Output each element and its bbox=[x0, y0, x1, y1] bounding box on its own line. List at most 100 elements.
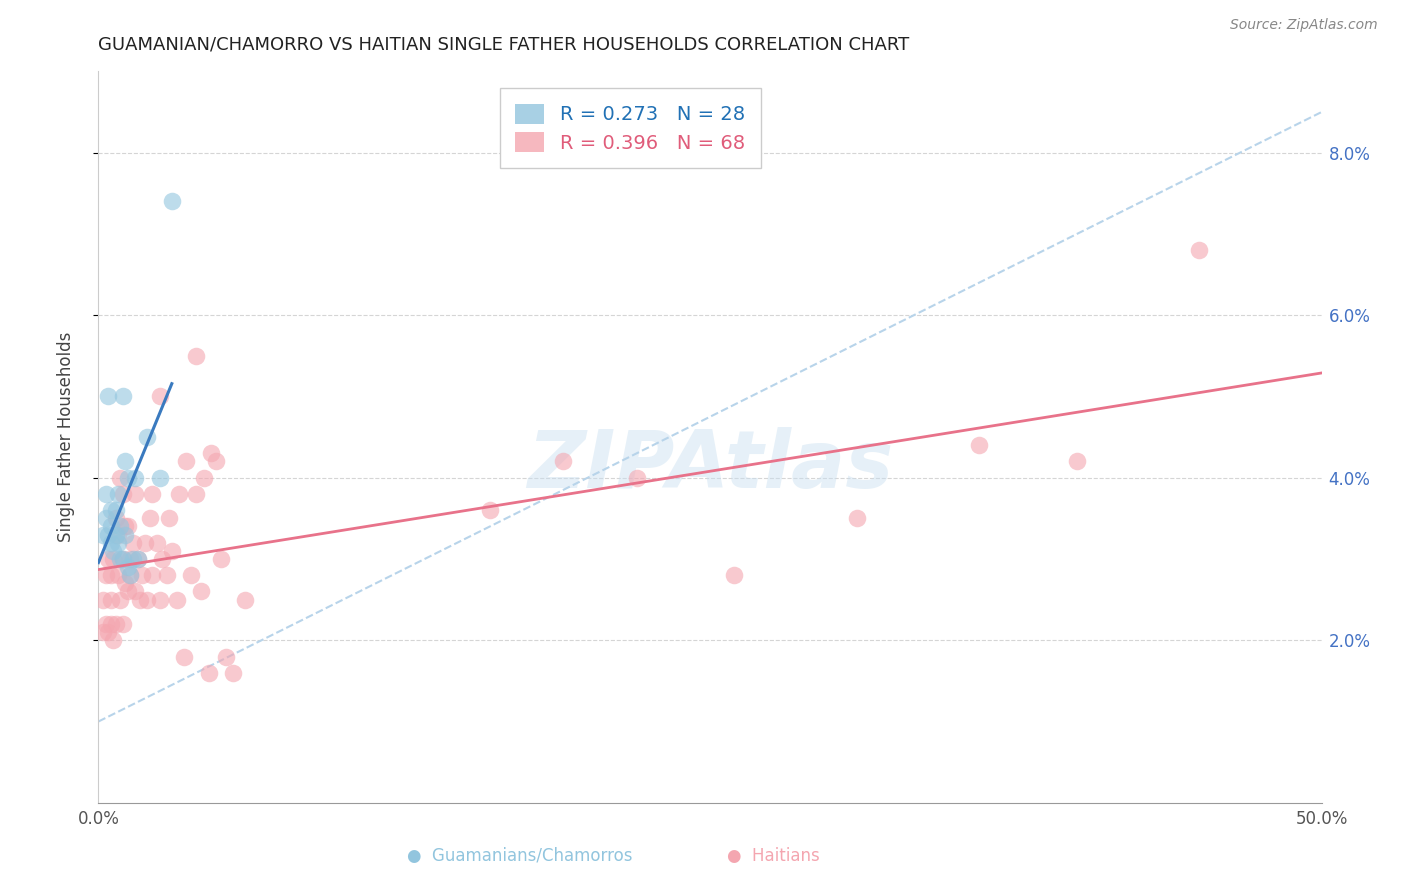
Point bbox=[114, 519, 136, 533]
Point bbox=[136, 592, 159, 607]
Point bbox=[117, 471, 139, 485]
Point bbox=[94, 487, 117, 501]
Point bbox=[157, 511, 180, 525]
Point bbox=[117, 584, 139, 599]
Point bbox=[100, 568, 122, 582]
Point bbox=[107, 487, 129, 501]
Point bbox=[149, 592, 172, 607]
Point bbox=[845, 511, 868, 525]
Point bbox=[91, 527, 114, 541]
Point bbox=[1066, 454, 1088, 468]
Point bbox=[150, 552, 173, 566]
Point bbox=[97, 625, 120, 640]
Point bbox=[100, 617, 122, 632]
Point bbox=[197, 665, 219, 680]
Point bbox=[233, 592, 256, 607]
Point bbox=[156, 568, 179, 582]
Point bbox=[104, 511, 127, 525]
Point bbox=[1188, 243, 1211, 257]
Point bbox=[553, 454, 575, 468]
Point bbox=[104, 617, 127, 632]
Point bbox=[100, 503, 122, 517]
Point bbox=[124, 487, 146, 501]
Point bbox=[104, 503, 127, 517]
Point bbox=[91, 625, 114, 640]
Point bbox=[166, 592, 188, 607]
Point bbox=[723, 568, 745, 582]
Point bbox=[214, 649, 236, 664]
Point bbox=[139, 511, 162, 525]
Point bbox=[131, 568, 153, 582]
Point bbox=[149, 471, 172, 485]
Point bbox=[97, 389, 120, 403]
Point bbox=[121, 535, 143, 549]
Point bbox=[111, 487, 134, 501]
Point bbox=[110, 592, 132, 607]
Point bbox=[91, 592, 114, 607]
Point bbox=[626, 471, 648, 485]
Point bbox=[107, 527, 129, 541]
Point bbox=[160, 194, 183, 209]
Point bbox=[186, 349, 208, 363]
Point bbox=[100, 519, 122, 533]
Point bbox=[97, 552, 120, 566]
Point bbox=[117, 560, 139, 574]
Point bbox=[180, 568, 202, 582]
Point bbox=[193, 471, 215, 485]
Point bbox=[110, 519, 132, 533]
Point bbox=[167, 487, 190, 501]
Point bbox=[101, 633, 124, 648]
Point bbox=[114, 527, 136, 541]
Point bbox=[176, 454, 198, 468]
Point bbox=[114, 454, 136, 468]
Point bbox=[209, 552, 232, 566]
Text: ●  Haitians: ● Haitians bbox=[727, 847, 820, 865]
Point bbox=[107, 535, 129, 549]
Point bbox=[160, 544, 183, 558]
Point bbox=[110, 471, 132, 485]
Point bbox=[124, 584, 146, 599]
Point bbox=[97, 527, 120, 541]
Point bbox=[136, 430, 159, 444]
Point bbox=[100, 535, 122, 549]
Legend: R = 0.273   N = 28, R = 0.396   N = 68: R = 0.273 N = 28, R = 0.396 N = 68 bbox=[499, 88, 761, 169]
Point bbox=[186, 487, 208, 501]
Point bbox=[134, 535, 156, 549]
Point bbox=[117, 519, 139, 533]
Y-axis label: Single Father Households: Single Father Households bbox=[56, 332, 75, 542]
Text: ●  Guamanians/Chamorros: ● Guamanians/Chamorros bbox=[408, 847, 633, 865]
Point bbox=[200, 446, 222, 460]
Point bbox=[146, 535, 169, 549]
Point bbox=[94, 568, 117, 582]
Point bbox=[129, 592, 152, 607]
Point bbox=[104, 527, 127, 541]
Point bbox=[120, 568, 142, 582]
Point bbox=[121, 552, 143, 566]
Point bbox=[111, 617, 134, 632]
Point bbox=[114, 576, 136, 591]
Point bbox=[120, 568, 142, 582]
Text: GUAMANIAN/CHAMORRO VS HAITIAN SINGLE FATHER HOUSEHOLDS CORRELATION CHART: GUAMANIAN/CHAMORRO VS HAITIAN SINGLE FAT… bbox=[98, 36, 910, 54]
Point bbox=[94, 617, 117, 632]
Point bbox=[967, 438, 990, 452]
Point bbox=[127, 552, 149, 566]
Point bbox=[111, 552, 134, 566]
Point bbox=[141, 487, 163, 501]
Text: Source: ZipAtlas.com: Source: ZipAtlas.com bbox=[1230, 18, 1378, 32]
Point bbox=[190, 584, 212, 599]
Point bbox=[222, 665, 245, 680]
Point bbox=[94, 511, 117, 525]
Text: ZIPAtlas: ZIPAtlas bbox=[527, 427, 893, 506]
Point bbox=[141, 568, 163, 582]
Point bbox=[127, 552, 149, 566]
Point bbox=[205, 454, 228, 468]
Point bbox=[110, 552, 132, 566]
Point bbox=[149, 389, 172, 403]
Point bbox=[173, 649, 195, 664]
Point bbox=[100, 592, 122, 607]
Point bbox=[111, 389, 134, 403]
Point bbox=[107, 568, 129, 582]
Point bbox=[101, 552, 124, 566]
Point bbox=[478, 503, 501, 517]
Point bbox=[111, 552, 134, 566]
